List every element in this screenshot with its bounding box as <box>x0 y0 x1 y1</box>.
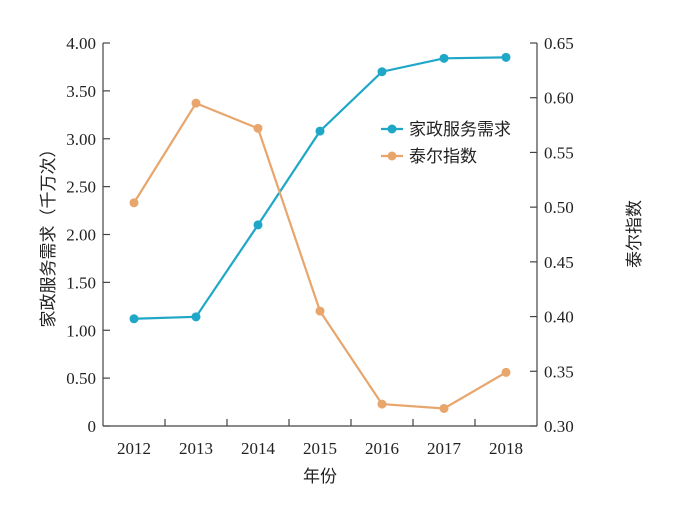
legend-label: 家政服务需求 <box>409 120 511 139</box>
y-left-tick-label: 1.50 <box>66 273 96 292</box>
x-tick-label: 2015 <box>303 439 337 458</box>
y-left-tick-label: 2.00 <box>66 226 96 245</box>
data-point <box>191 98 201 108</box>
series-line-1 <box>133 56 507 320</box>
y-right-tick-label: 0.30 <box>544 417 574 436</box>
x-tick-label: 2018 <box>489 439 523 458</box>
data-point <box>439 53 449 63</box>
y-left-tick-label: 3.50 <box>66 82 96 101</box>
series-layer <box>129 52 511 413</box>
x-tick-label: 2013 <box>179 439 213 458</box>
data-point <box>191 312 201 322</box>
data-point <box>377 399 387 409</box>
data-point <box>315 306 325 316</box>
data-point <box>253 220 263 230</box>
y-left-tick-label: 0.50 <box>66 369 96 388</box>
x-tick-label: 2017 <box>427 439 462 458</box>
y-right-tick-label: 0.55 <box>544 143 574 162</box>
y-right-tick-label: 0.35 <box>544 362 574 381</box>
y-right-tick-label: 0.50 <box>544 198 574 217</box>
data-point <box>129 314 139 324</box>
data-point <box>377 67 387 77</box>
y-right-tick-label: 0.40 <box>544 308 574 327</box>
data-point <box>501 52 511 62</box>
y-right-tick-label: 0.65 <box>544 34 574 53</box>
axes: 0 0.50 1.00 1.50 2.00 2.50 3.00 3.50 4.00 0.30 0.3… <box>66 34 574 458</box>
data-point <box>439 403 449 413</box>
y-left-tick-label: 3.00 <box>66 130 96 149</box>
y-left-tick-label: 0 <box>88 417 97 436</box>
y-left-tick-label: 2.50 <box>66 178 96 197</box>
data-point <box>253 123 263 133</box>
x-axis-label: 年份 <box>303 467 337 486</box>
x-tick-label: 2012 <box>117 439 151 458</box>
y-right-tick-label: 0.45 <box>544 253 574 272</box>
data-point <box>129 198 139 208</box>
data-point <box>501 367 511 377</box>
y-left-tick-label: 4.00 <box>66 34 96 53</box>
y-axis-left-label: 家政服务需求（千万次） <box>39 141 58 328</box>
legend-marker <box>387 151 397 161</box>
legend-label: 泰尔指数 <box>409 147 477 166</box>
y-axis-right-label: 泰尔指数 <box>625 200 644 268</box>
y-left-tick-label: 1.00 <box>66 321 96 340</box>
x-tick-label: 2014 <box>241 439 276 458</box>
data-point <box>315 126 325 136</box>
x-tick-label: 2016 <box>365 439 399 458</box>
legend-marker <box>387 124 397 134</box>
y-right-tick-label: 0.60 <box>544 89 574 108</box>
